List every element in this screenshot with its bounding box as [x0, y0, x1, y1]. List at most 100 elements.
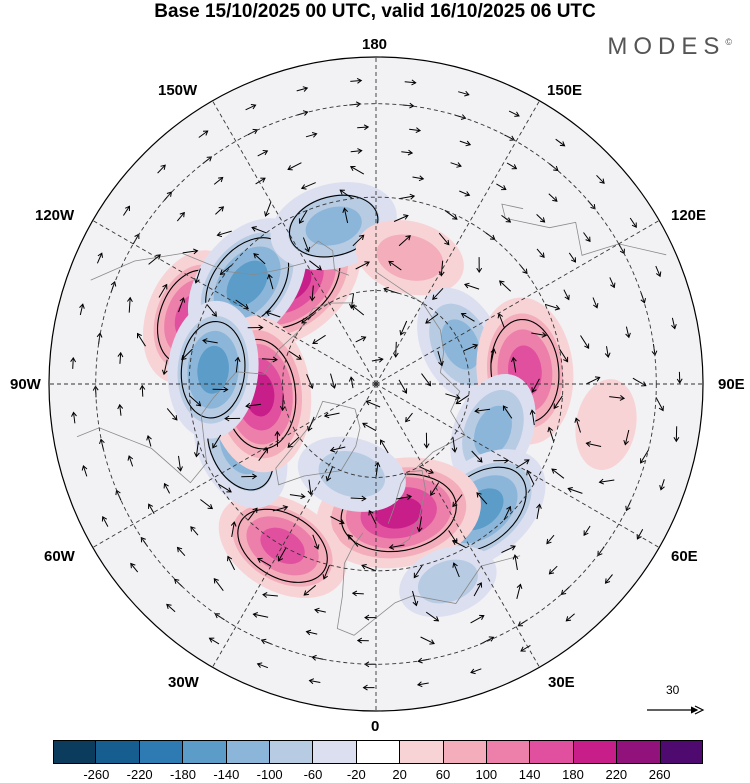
- meridian-line: [92, 383, 377, 548]
- colorbar-swatch-1: [96, 740, 140, 764]
- wind-vector-head: [477, 457, 483, 463]
- wind-vector-head: [330, 383, 337, 389]
- wind-vector-head: [99, 438, 105, 445]
- wind-vector: [128, 297, 131, 313]
- wind-vector-head: [655, 271, 662, 278]
- wind-vector-head: [230, 521, 237, 527]
- wind-vector: [200, 499, 213, 509]
- wind-vector-head: [418, 175, 425, 182]
- colorbar-tick-label: 260: [648, 767, 671, 782]
- wind-vector-head: [323, 412, 330, 419]
- wind-vector-head: [399, 330, 405, 336]
- wind-vector: [352, 592, 364, 595]
- wind-vector: [464, 283, 480, 290]
- wind-vector: [583, 232, 591, 242]
- wind-vector: [257, 150, 268, 157]
- wind-vector-head: [362, 422, 368, 428]
- wind-vector: [393, 215, 409, 222]
- wind-vector-head: [137, 332, 142, 339]
- wind-vector: [72, 357, 74, 369]
- wind-vector: [506, 162, 517, 170]
- wind-vector: [398, 235, 411, 247]
- lon-label-90e: 90E: [718, 376, 745, 393]
- wind-vector: [417, 682, 429, 686]
- wind-vector: [247, 507, 258, 521]
- wind-vector-head: [476, 492, 482, 498]
- anomaly-contour: [226, 260, 268, 307]
- wind-vector-head: [304, 246, 311, 253]
- wind-vector: [357, 126, 369, 129]
- wind-vector-head: [548, 569, 555, 575]
- wind-vector-head: [423, 443, 430, 449]
- wind-vector-head: [539, 252, 545, 259]
- wind-vector: [96, 253, 103, 264]
- wind-vector: [366, 400, 381, 408]
- wind-vector-head: [263, 447, 269, 454]
- wind-vector-head: [536, 503, 542, 509]
- lon-label-150e: 150E: [547, 82, 583, 99]
- wind-vector-head: [364, 614, 370, 621]
- wind-vector-head: [277, 556, 284, 562]
- wind-vector-head: [342, 207, 349, 213]
- wind-vector-head: [512, 554, 519, 560]
- wind-vector-head: [524, 459, 530, 465]
- wind-vector-head: [296, 354, 302, 360]
- anomaly-contour: [305, 206, 362, 246]
- wind-vector-head: [455, 399, 462, 405]
- wind-vector-head: [432, 294, 438, 300]
- wind-vector-head: [574, 417, 581, 423]
- wind-vector-head: [490, 348, 497, 354]
- wind-vector: [388, 260, 402, 271]
- wind-vector-head: [593, 303, 599, 309]
- wind-vector-head: [260, 177, 266, 183]
- wind-vector-head: [192, 248, 199, 255]
- wind-vector: [660, 479, 665, 490]
- wind-vector: [303, 585, 317, 596]
- wind-vector: [339, 189, 353, 200]
- wind-vector-head: [564, 294, 570, 301]
- coastline: [501, 203, 667, 256]
- wind-vector: [580, 335, 590, 349]
- wind-vector-head: [101, 515, 108, 522]
- wind-vector-head: [526, 469, 532, 476]
- wind-vector-head: [316, 265, 323, 271]
- wind-vector-head: [279, 405, 286, 412]
- wind-vector-head: [97, 252, 103, 258]
- wind-vector: [176, 212, 185, 222]
- wind-vector: [157, 164, 166, 174]
- wind-vector-head: [522, 268, 528, 275]
- wind-vector-head: [243, 303, 249, 310]
- wind-vector: [257, 663, 269, 669]
- anomaly-isoline: [288, 194, 379, 258]
- wind-vector-head: [438, 360, 444, 367]
- anomaly-contour: [575, 379, 637, 470]
- wind-vector-head: [676, 378, 683, 384]
- wind-vector: [549, 565, 558, 575]
- brand-mark: ©: [725, 37, 732, 47]
- wind-vector: [227, 556, 236, 571]
- wind-vector: [299, 210, 308, 224]
- wind-vector-head: [365, 399, 371, 406]
- wind-vector-head: [307, 490, 314, 496]
- wind-vector: [498, 313, 505, 328]
- wind-vector: [609, 396, 625, 399]
- wind-vector-head: [567, 487, 573, 493]
- colorbar-tick-label: -140: [213, 767, 240, 782]
- lon-label-180: 180: [362, 36, 388, 53]
- map-title: Base 15/10/2025 00 UTC, valid 16/10/2025…: [154, 1, 596, 22]
- wind-vector-head: [625, 332, 631, 339]
- lon-label-30e: 30E: [548, 674, 575, 691]
- wind-vector-head: [179, 297, 186, 303]
- wind-vector: [470, 615, 485, 624]
- wind-vector-head: [506, 505, 512, 512]
- wind-vector-head: [673, 436, 680, 443]
- wind-vector: [265, 201, 272, 217]
- wind-vector: [326, 466, 334, 481]
- wind-vector-head: [302, 86, 309, 92]
- wind-vector: [563, 289, 570, 300]
- wind-vector-head: [349, 166, 356, 172]
- wind-vector-head: [219, 269, 226, 275]
- wind-vector-head: [176, 546, 183, 553]
- wind-vector-head: [599, 178, 605, 184]
- coastline: [76, 302, 355, 484]
